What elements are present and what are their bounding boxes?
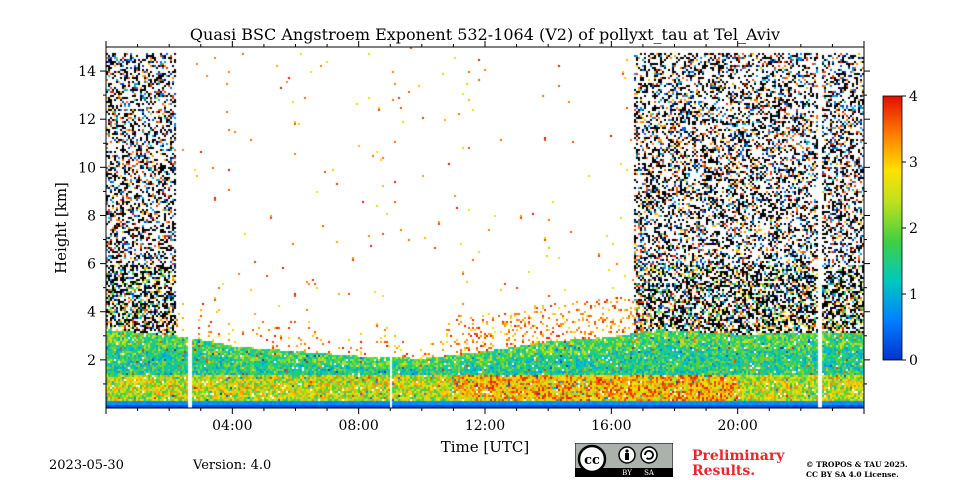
y-tick-label: 12 (78, 112, 96, 128)
x-tick-label: 12:00 (465, 418, 505, 434)
x-tick-label: 08:00 (338, 418, 378, 434)
x-tick-label: 16:00 (591, 418, 631, 434)
y-tick-label: 8 (87, 208, 96, 224)
colorbar-tick-label: 4 (909, 89, 918, 105)
x-tick-label: 04:00 (212, 418, 252, 434)
colorbar-tick-label: 1 (909, 287, 918, 303)
colorbar-tick-label: 3 (909, 155, 918, 171)
preliminary-results-note: Preliminary Results. (692, 449, 784, 479)
date-label: 2023-05-30 (49, 458, 124, 473)
version-label: Version: 4.0 (193, 458, 272, 473)
chart-title: Quasi BSC Angstroem Exponent 532-1064 (V… (189, 25, 781, 44)
y-axis-label: Height [km] (52, 182, 70, 274)
colorbar-ticks: 0 1 2 3 4 (902, 89, 918, 369)
heatmap-image (106, 47, 864, 408)
y-tick-label: 2 (87, 353, 96, 369)
svg-text:BY: BY (622, 469, 632, 477)
x-axis: 04:00 08:00 12:00 16:00 20:00 (105, 41, 865, 434)
y-tick-label: 4 (87, 305, 96, 321)
sa-icon (640, 446, 658, 464)
cc-license-badge: cc BY SA (575, 443, 673, 477)
y-tick-label: 10 (78, 160, 96, 176)
colorbar-tick-label: 2 (909, 221, 918, 237)
copyright-line-1: © TROPOS & TAU 2025. (806, 460, 908, 469)
preliminary-line-1: Preliminary (692, 448, 785, 464)
y-axis: 2 4 6 8 10 12 14 (78, 64, 870, 385)
colorbar (882, 95, 903, 361)
copyright-note: © TROPOS & TAU 2025. CC BY SA 4.0 Licens… (806, 460, 908, 480)
svg-text:SA: SA (644, 469, 655, 477)
svg-text:cc: cc (584, 453, 600, 468)
heatmap-field (106, 47, 864, 408)
x-tick-label: 20:00 (717, 418, 757, 434)
y-tick-label: 6 (87, 257, 96, 273)
cc-icon (577, 444, 607, 474)
preliminary-line-2: Results. (692, 463, 756, 479)
colorbar-tick-label: 0 (909, 353, 918, 369)
x-axis-label: Time [UTC] (441, 438, 530, 456)
copyright-line-2: CC BY SA 4.0 License. (806, 470, 899, 479)
y-tick-label: 14 (78, 64, 96, 80)
